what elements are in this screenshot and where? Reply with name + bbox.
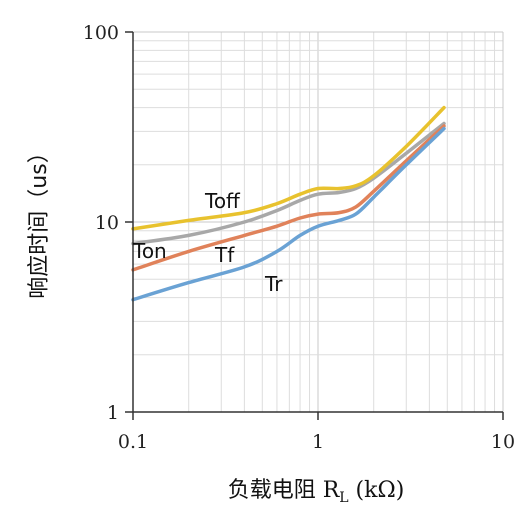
series-label-ton: Ton	[132, 239, 167, 263]
y-tick-label: 1	[107, 402, 119, 424]
series-labels: Toff Ton Tf Tr	[132, 189, 283, 296]
x-axis-label-unit: (kΩ)	[349, 478, 405, 503]
x-tick-label: 0.1	[118, 431, 148, 453]
x-axis-label-main: 负载电阻 R	[228, 478, 341, 503]
series-line-tf	[131, 124, 446, 272]
y-axis-label: 响应时间（us）	[27, 141, 52, 298]
axes	[125, 31, 504, 420]
series-lines	[131, 105, 446, 302]
series-label-tf: Tf	[214, 243, 235, 267]
series-line-toff	[131, 105, 446, 231]
x-axis-label-subscript: L	[339, 490, 348, 506]
x-axis-label: 负载电阻 RL (kΩ)	[228, 478, 405, 506]
x-tick-label: 10	[491, 431, 515, 453]
series-line-tr	[131, 126, 446, 302]
series-label-toff: Toff	[204, 189, 241, 213]
series-label-tr: Tr	[264, 272, 283, 296]
x-tick-label: 1	[312, 431, 324, 453]
y-tick-label: 10	[95, 212, 119, 234]
tick-labels: 1 10 100 0.1 1 10	[83, 22, 515, 453]
grid-lines	[132, 31, 504, 413]
y-tick-label: 100	[83, 22, 119, 44]
series-line-ton	[131, 121, 446, 246]
